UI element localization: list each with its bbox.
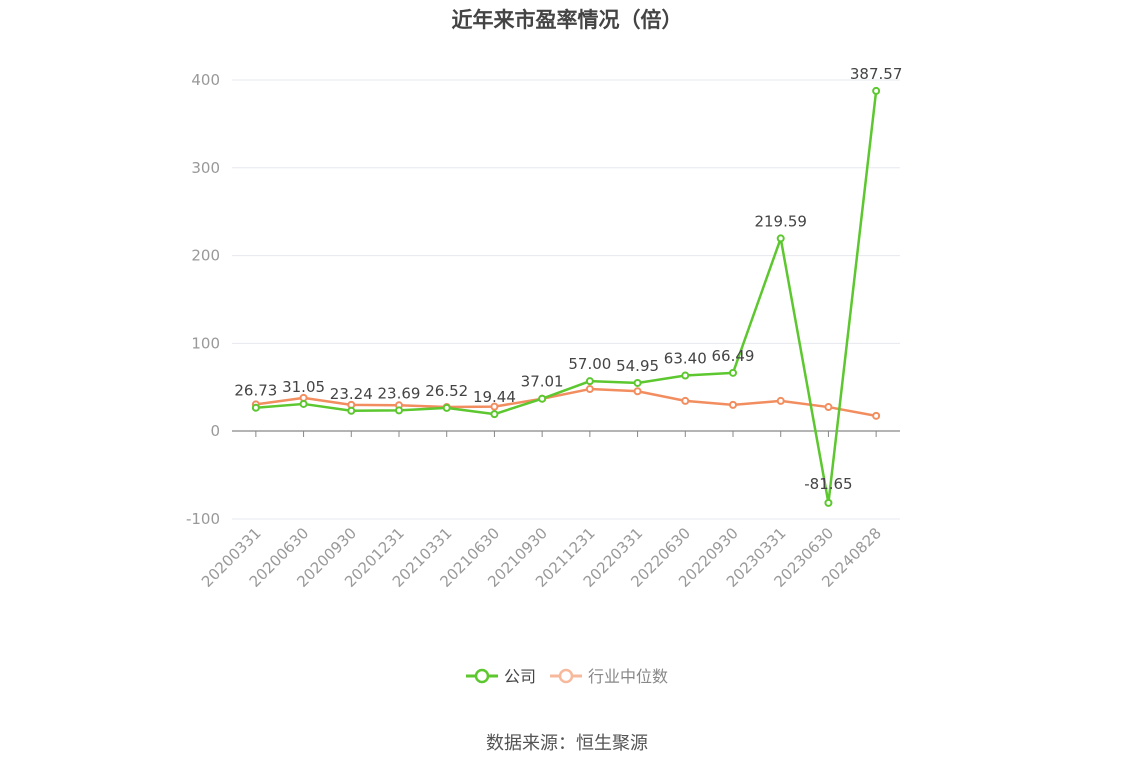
data-label: 23.24 <box>330 385 373 403</box>
legend: 公司 行业中位数 <box>466 667 668 686</box>
company-point[interactable] <box>776 234 785 243</box>
industry-line <box>255 387 877 418</box>
data-label: 54.95 <box>616 357 659 375</box>
company-point[interactable] <box>729 368 737 377</box>
data-label: 63.40 <box>664 350 707 368</box>
company-point[interactable] <box>347 406 356 415</box>
grid-lines <box>232 79 900 520</box>
data-label: 26.52 <box>425 382 468 400</box>
data-label: 31.05 <box>282 378 325 396</box>
data-label: 66.49 <box>712 347 755 365</box>
y-tick-label: 300 <box>191 159 220 177</box>
legend-marker <box>558 668 574 684</box>
y-tick-label: 400 <box>191 71 220 89</box>
company-point[interactable] <box>442 403 451 412</box>
line-chart: -100010020030040020200331202006302020093… <box>186 65 902 686</box>
chart-title: 近年来市盈率情况（倍） <box>451 8 683 32</box>
company-point[interactable] <box>490 410 499 419</box>
source-note: 数据来源：恒生聚源 <box>486 733 648 754</box>
data-label: 37.01 <box>521 373 564 391</box>
company-point[interactable] <box>251 403 260 412</box>
y-tick-label: -100 <box>186 510 220 528</box>
axes: -100010020030040020200331202006302020093… <box>186 71 900 591</box>
series <box>251 86 881 507</box>
legend-company-label[interactable]: 公司 <box>504 667 536 686</box>
industry-point[interactable] <box>824 403 833 412</box>
industry-point[interactable] <box>729 400 737 409</box>
company-point[interactable] <box>681 371 690 380</box>
company-point[interactable] <box>633 378 642 387</box>
data-label: 19.44 <box>473 388 516 406</box>
company-point[interactable] <box>585 377 594 386</box>
data-label: 387.57 <box>850 65 903 83</box>
industry-point[interactable] <box>872 411 881 420</box>
y-tick-label: 200 <box>191 247 220 265</box>
industry-point[interactable] <box>776 396 785 405</box>
legend-marker <box>474 668 490 684</box>
company-point[interactable] <box>299 399 308 408</box>
data-label: 26.73 <box>234 382 277 400</box>
industry-point[interactable] <box>490 402 499 411</box>
y-tick-label: 0 <box>210 422 220 440</box>
data-label: -81.65 <box>804 475 852 493</box>
data-label: 219.59 <box>754 212 807 230</box>
industry-point[interactable] <box>585 385 594 394</box>
legend-industry-label[interactable]: 行业中位数 <box>588 667 668 686</box>
company-point[interactable] <box>395 406 403 415</box>
y-tick-label: 100 <box>191 334 220 352</box>
data-label: 23.69 <box>378 384 421 402</box>
industry-point[interactable] <box>681 396 690 405</box>
data-labels: 26.73 31.05 23.24 23.69 26.52 19.44 37.0157.00… <box>234 65 902 493</box>
industry-point[interactable] <box>633 387 642 396</box>
company-line <box>255 90 878 505</box>
company-point[interactable] <box>824 498 833 507</box>
company-point[interactable] <box>872 86 881 95</box>
data-label: 57.00 <box>568 355 611 373</box>
company-point[interactable] <box>538 394 547 403</box>
